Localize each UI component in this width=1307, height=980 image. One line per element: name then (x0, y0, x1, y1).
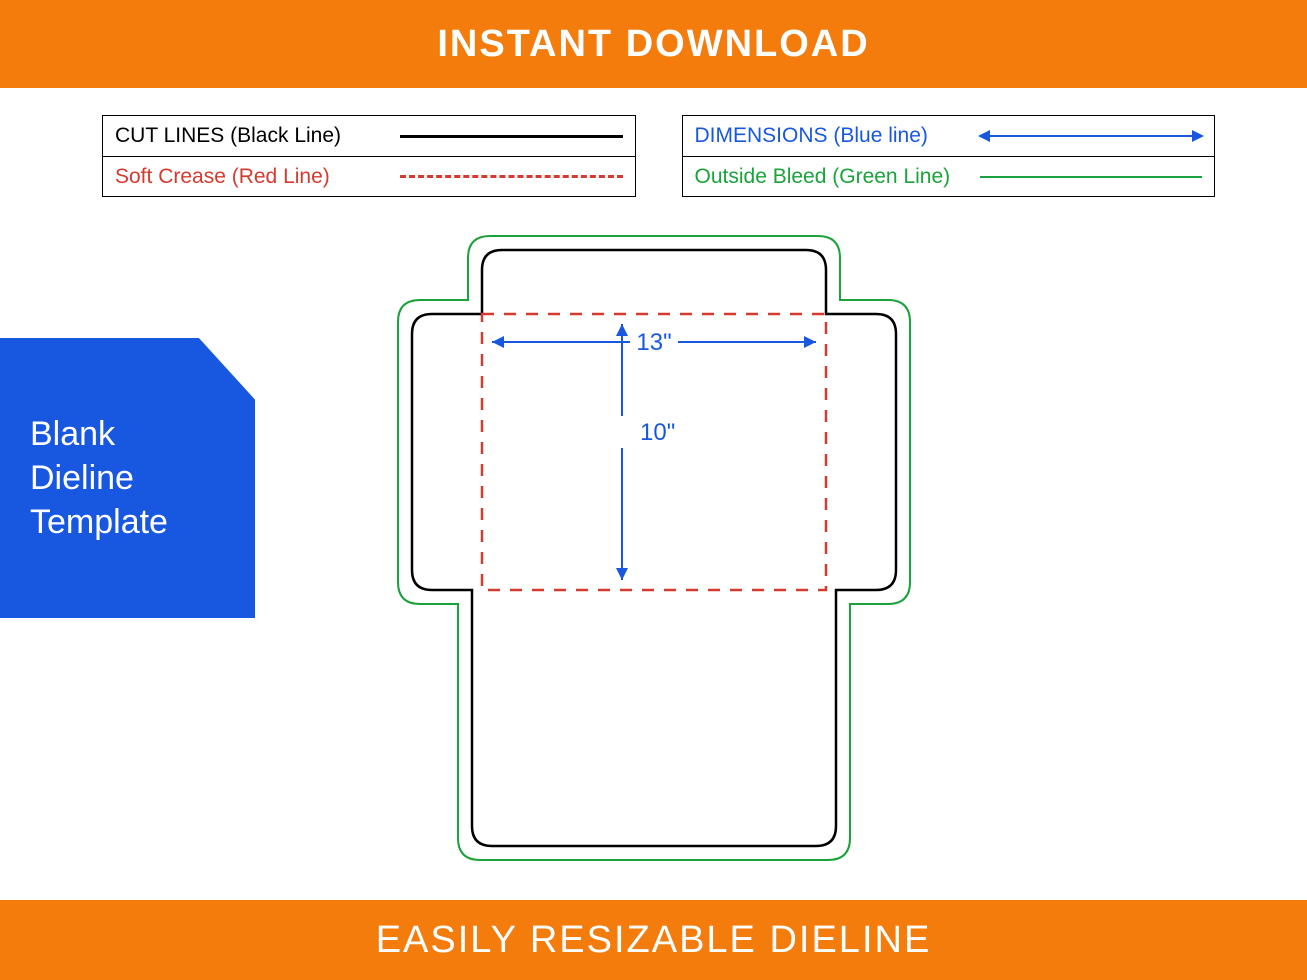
legend-outside-bleed: Outside Bleed (Green Line) (683, 156, 1215, 196)
legend-label: Soft Crease (Red Line) (115, 165, 400, 189)
dieline-diagram: 13" 10" (394, 230, 914, 870)
legend-label: Outside Bleed (Green Line) (695, 165, 980, 189)
legend-left-column: CUT LINES (Black Line) Soft Crease (Red … (102, 115, 636, 197)
top-banner-text: INSTANT DOWNLOAD (437, 23, 869, 66)
legend-sample (400, 157, 623, 196)
legend-label: CUT LINES (Black Line) (115, 124, 400, 148)
badge-line-2: Dieline (30, 456, 225, 500)
bottom-banner-text: EASILY RESIZABLE DIELINE (376, 919, 932, 962)
dimension-width-label: 13" (636, 329, 671, 356)
badge-line-3: Template (30, 500, 225, 544)
line-sample-icon (400, 135, 623, 138)
dimension-height-label: 10" (640, 419, 675, 446)
bottom-banner: EASILY RESIZABLE DIELINE (0, 900, 1307, 980)
line-sample-icon (980, 176, 1203, 178)
legend-cut-lines: CUT LINES (Black Line) (103, 116, 635, 156)
top-banner: INSTANT DOWNLOAD (0, 0, 1307, 88)
dieline-svg: 13" 10" (394, 230, 914, 870)
badge-line-1: Blank (30, 412, 225, 456)
legend-dimensions: DIMENSIONS (Blue line) (683, 116, 1215, 156)
dashed-line-icon (400, 175, 623, 178)
legend-sample (400, 116, 623, 156)
dimension-width: 13" (492, 329, 816, 356)
legend-sample (980, 157, 1203, 196)
legend-soft-crease: Soft Crease (Red Line) (103, 156, 635, 196)
legend-container: CUT LINES (Black Line) Soft Crease (Red … (102, 115, 1215, 197)
legend-label: DIMENSIONS (Blue line) (695, 124, 980, 148)
legend-sample (980, 116, 1203, 156)
dimension-height: 10" (616, 324, 675, 580)
legend-right-column: DIMENSIONS (Blue line) Outside Bleed (Gr… (682, 115, 1216, 197)
blank-dieline-template-badge: Blank Dieline Template (0, 338, 255, 618)
